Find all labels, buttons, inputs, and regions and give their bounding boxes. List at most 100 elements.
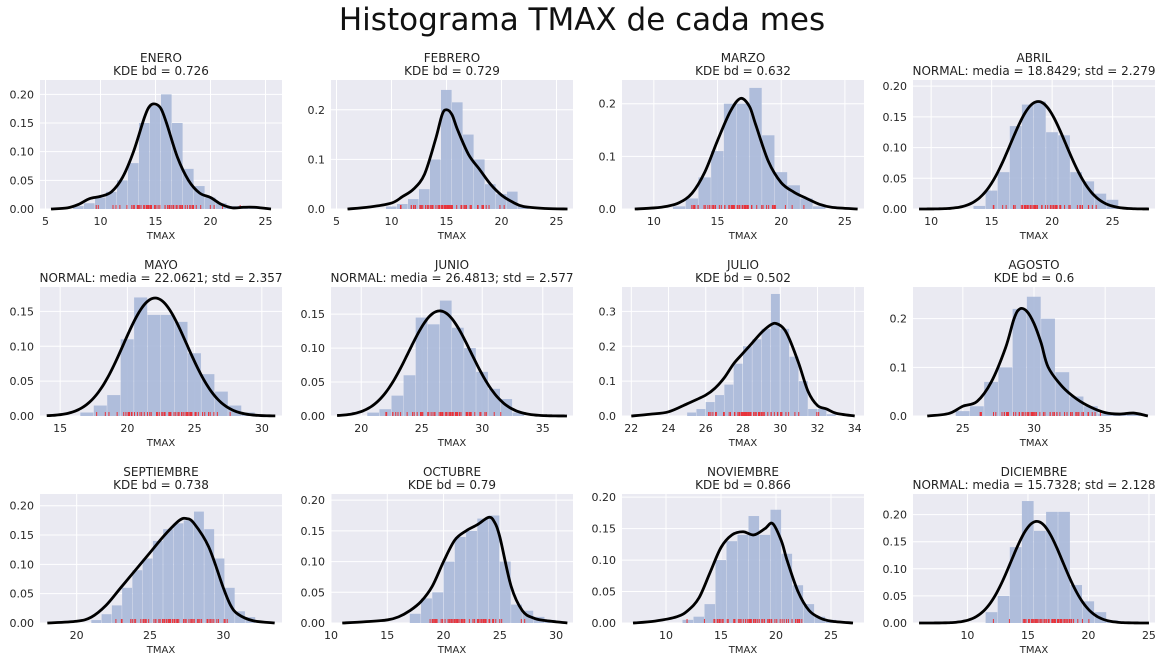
histogram-bar: [441, 89, 452, 209]
density-curve: [47, 516, 275, 625]
histogram-bar: [391, 395, 404, 416]
y-tick-label: 0.00: [883, 203, 908, 216]
y-tick-label: 0.10: [10, 340, 35, 353]
density-curve: [634, 96, 858, 211]
y-tick-label: 0.1: [599, 150, 617, 163]
histogram-bar: [173, 523, 184, 623]
histogram-bar: [485, 184, 496, 209]
histogram-bar: [672, 206, 686, 209]
subplot-junio: 20 25 30 35 0.00 0.05 0.10 0.15 TMAX JUNIONORMAL:…: [301, 258, 574, 449]
y-tick-label: 0.05: [10, 174, 35, 187]
histogram-bar: [1070, 585, 1082, 623]
histogram-bar: [781, 553, 793, 623]
x-axis-label: TMAX: [1019, 438, 1049, 449]
histogram-bar: [204, 529, 215, 623]
x-tick-label: 20: [204, 215, 218, 228]
x-axis-label: TMAX: [437, 231, 467, 242]
histogram-bar: [715, 560, 727, 623]
histogram-bar: [770, 293, 780, 416]
histogram-bar: [128, 163, 139, 209]
histogram-bar: [800, 198, 813, 209]
y-tick-label: 0.10: [301, 556, 326, 569]
histogram-bar: [476, 371, 488, 416]
density-curve: [632, 521, 854, 625]
histogram-bar: [770, 509, 782, 623]
x-tick-label: 15: [1021, 629, 1035, 642]
y-tick-label: 0.20: [10, 500, 35, 513]
histogram-bar: [512, 412, 525, 416]
histogram-bar: [737, 534, 749, 623]
histogram-bar: [80, 412, 94, 416]
x-tick-label: 28: [736, 422, 750, 435]
histogram-bar: [91, 620, 102, 623]
histogram-bar: [430, 159, 441, 209]
histogram-bar: [101, 614, 112, 623]
histogram-bar: [172, 123, 183, 209]
x-tick-label: 25: [1106, 215, 1120, 228]
subplot-subtitle: KDE bd = 0.738: [113, 478, 209, 492]
density-curve: [336, 309, 567, 418]
histogram-bar: [682, 619, 694, 623]
histogram-bar: [107, 395, 121, 416]
x-axis-label: TMAX: [1019, 645, 1049, 656]
histogram-bar: [142, 558, 153, 623]
x-tick-label: 25: [259, 215, 273, 228]
density-curve: [919, 519, 1149, 625]
histogram-bar: [511, 604, 522, 623]
y-tick-label: 0.0: [308, 203, 326, 216]
histogram-bar: [813, 206, 826, 209]
histogram-bar: [803, 604, 815, 623]
density-curve: [46, 296, 276, 418]
histogram-bar: [723, 103, 737, 209]
histogram-bar: [507, 191, 518, 209]
subplot-month-title: DICIEMBRE: [1001, 465, 1068, 479]
histogram-bar: [985, 612, 998, 623]
y-tick-label: 0.20: [883, 80, 908, 93]
histogram-bar: [439, 300, 452, 416]
histogram-bar: [749, 87, 762, 209]
histogram-bar: [1106, 199, 1119, 209]
histogram-bar: [409, 613, 421, 623]
y-tick-label: 0.00: [10, 617, 35, 630]
histogram-bar: [403, 375, 416, 416]
histogram-bar: [1082, 601, 1095, 623]
histogram-bar: [427, 324, 440, 416]
x-tick-label: 25: [824, 629, 838, 642]
histogram-bar: [183, 168, 194, 209]
histogram-bar: [111, 605, 122, 623]
x-tick-label: 10: [385, 215, 399, 228]
histogram-bar: [499, 561, 511, 623]
x-tick-label: 20: [1081, 629, 1095, 642]
histogram-bar: [973, 205, 986, 209]
histogram-bar: [452, 102, 463, 209]
histogram-bar: [408, 199, 419, 209]
histogram-bar: [194, 511, 204, 623]
y-tick-label: 0.00: [592, 617, 617, 630]
histogram-bar: [93, 405, 107, 416]
y-tick-label: 0.05: [883, 172, 908, 185]
histogram-bar: [419, 189, 430, 209]
y-tick-label: 0.00: [301, 617, 326, 630]
y-tick-label: 0.1: [599, 375, 617, 388]
density-curve: [631, 321, 855, 418]
histogram-bar: [367, 412, 379, 416]
x-tick-label: 30: [255, 422, 269, 435]
y-tick-label: 0.10: [10, 146, 35, 159]
histogram-bar: [955, 411, 970, 416]
histogram-bar: [454, 537, 466, 623]
subplot-subtitle: KDE bd = 0.866: [695, 478, 791, 492]
y-tick-label: 0.2: [308, 104, 326, 117]
histogram-bar: [443, 561, 455, 623]
histogram-bar: [780, 328, 790, 416]
histogram-bar: [748, 516, 760, 623]
subplot-subtitle: KDE bd = 0.79: [408, 478, 496, 492]
subplot-abril: 10 15 20 25 0.00 0.05 0.10 0.15 0.20 TMAX ABRILNOR…: [883, 51, 1156, 242]
x-tick-label: 15: [149, 215, 163, 228]
histogram-bar: [693, 616, 705, 623]
histogram-bar: [715, 395, 724, 416]
histogram-bar: [161, 314, 175, 416]
histogram-bar: [452, 327, 464, 416]
subplot-month-title: MARZO: [721, 51, 766, 65]
